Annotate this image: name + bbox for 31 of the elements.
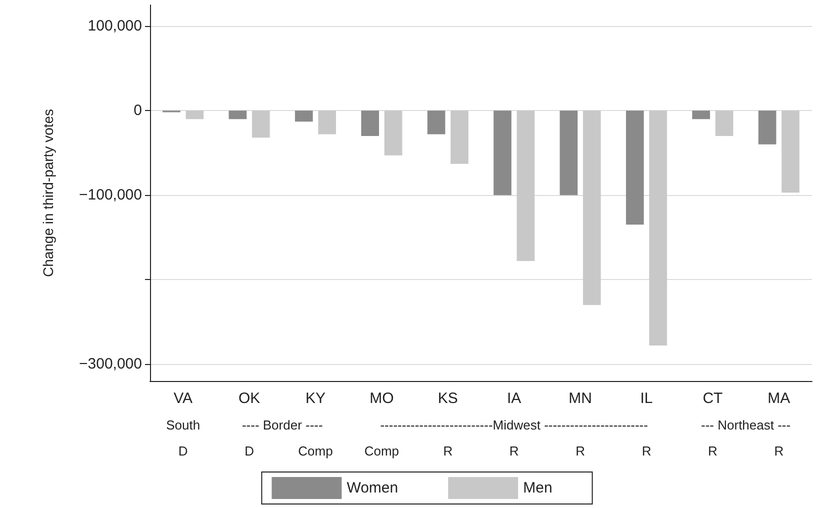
text: D: [244, 444, 254, 458]
text: South: [166, 418, 200, 432]
text: D: [178, 444, 188, 458]
y-axis-title: Change in third-party votes: [40, 108, 56, 278]
text: R: [509, 444, 519, 458]
x-tick-label: KS: [438, 390, 458, 407]
text: R: [774, 444, 784, 458]
y-tick-label: −300,000: [79, 356, 142, 373]
text: ---- Border ----: [242, 418, 323, 432]
x-tick-label: IL: [640, 390, 653, 407]
x-tick-label: MN: [568, 390, 592, 407]
x-tick-label: OK: [238, 390, 260, 407]
text: R: [708, 444, 718, 458]
x-tick-label: MA: [768, 390, 790, 407]
x-tick-label: CT: [702, 390, 723, 407]
text: R: [576, 444, 585, 458]
legend-label: Women: [346, 480, 398, 496]
text: Comp: [298, 444, 333, 458]
text: Comp: [364, 444, 400, 458]
text: R: [642, 444, 652, 458]
y-tick-label: 0: [134, 102, 142, 120]
text: --- Northeast ---: [701, 418, 791, 432]
legend-label: Men: [523, 480, 552, 496]
text: R: [443, 444, 453, 458]
x-tick-label: KY: [305, 390, 326, 407]
x-tick-label: VA: [174, 390, 193, 407]
x-tick-label: IA: [507, 390, 522, 407]
y-tick-label: −100,000: [79, 186, 142, 204]
y-tick-label: 100,000: [88, 18, 142, 35]
x-tick-label: MO: [370, 390, 394, 407]
text: --------------------------Midwest ------------------------: [380, 418, 648, 432]
